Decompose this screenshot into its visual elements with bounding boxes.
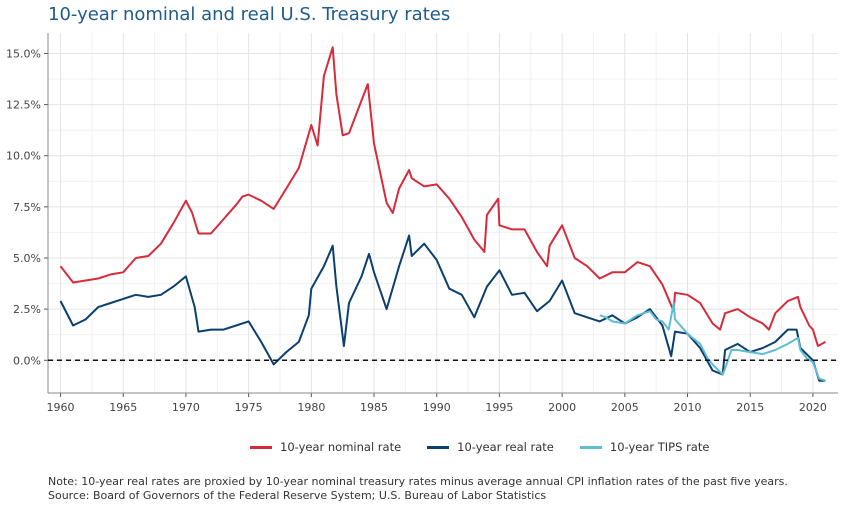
- x-tick-label: 1970: [172, 401, 200, 414]
- y-tick-label: 0.0%: [13, 354, 41, 367]
- legend-swatch: [250, 445, 272, 449]
- x-tick-label: 1995: [485, 401, 513, 414]
- series-layer: [48, 46, 838, 382]
- legend-label: 10-year real rate: [457, 440, 554, 454]
- series-line: [59, 234, 826, 382]
- x-tick-label: 1975: [235, 401, 263, 414]
- y-tick-label: 12.5%: [6, 99, 41, 112]
- legend-swatch: [427, 445, 450, 449]
- series-line: [59, 46, 826, 347]
- legend-item: 10-year nominal rate: [250, 440, 401, 454]
- x-tick-label: 2020: [799, 401, 827, 414]
- x-tick-label: 1985: [360, 401, 388, 414]
- y-tick-label: 5.0%: [13, 252, 41, 265]
- legend-swatch: [579, 445, 602, 449]
- y-tick-label: 2.5%: [13, 303, 41, 316]
- chart-title: 10-year nominal and real U.S. Treasury r…: [48, 4, 451, 25]
- y-tick-label: 10.0%: [6, 150, 41, 163]
- x-tick-label: 1965: [109, 401, 137, 414]
- note-text: Note: 10-year real rates are proxied by …: [48, 475, 788, 488]
- x-tick-label: 2015: [736, 401, 764, 414]
- legend: 10-year nominal rate 10-year real rate 10-…: [250, 440, 709, 454]
- footnote: Note: 10-year real rates are proxied by …: [48, 475, 788, 503]
- x-tick-label: 2005: [611, 401, 639, 414]
- y-tick-label: 15.0%: [6, 47, 41, 60]
- legend-label: 10-year nominal rate: [280, 440, 402, 454]
- grid: [48, 33, 838, 393]
- x-tick-label: 1980: [297, 401, 325, 414]
- x-tick-label: 2000: [548, 401, 576, 414]
- legend-item: 10-year real rate: [427, 440, 554, 454]
- legend-item: 10-year TIPS rate: [579, 440, 710, 454]
- legend-label: 10-year TIPS rate: [609, 440, 710, 454]
- x-tick-label: 2010: [674, 401, 702, 414]
- source-text: Source: Board of Governors of the Federa…: [48, 489, 547, 502]
- series-line: [599, 302, 826, 382]
- x-tick-label: 1960: [47, 401, 75, 414]
- x-tick-label: 1990: [423, 401, 451, 414]
- axes: 1960 1965 1970 1975 1980 1985 1990 1995 2000 2005…: [6, 33, 838, 414]
- y-tick-label: 7.5%: [13, 201, 41, 214]
